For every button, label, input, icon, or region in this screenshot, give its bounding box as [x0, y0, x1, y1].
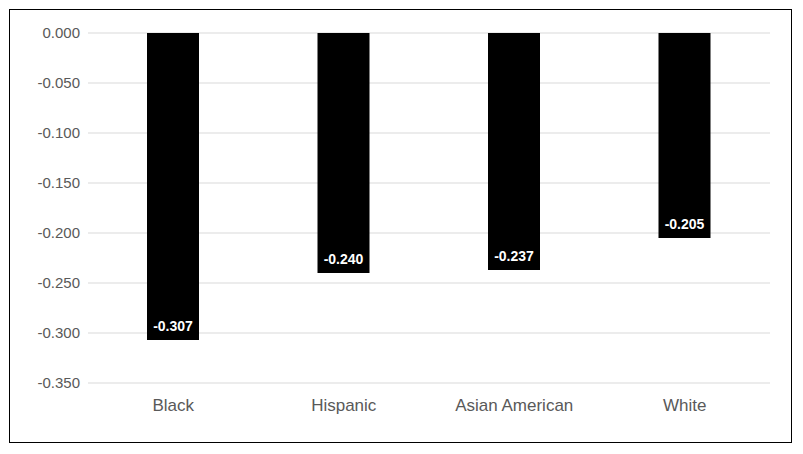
svg-text:Black: Black: [152, 396, 194, 415]
svg-text:-0.250: -0.250: [37, 274, 80, 291]
svg-text:-0.050: -0.050: [37, 74, 80, 91]
svg-text:-0.200: -0.200: [37, 224, 80, 241]
svg-text:-0.205: -0.205: [665, 216, 705, 232]
svg-text:-0.300: -0.300: [37, 324, 80, 341]
svg-text:Asian American: Asian American: [455, 396, 573, 415]
svg-text:White: White: [663, 396, 706, 415]
svg-text:-0.307: -0.307: [153, 318, 193, 334]
svg-text:-0.350: -0.350: [37, 374, 80, 391]
svg-text:-0.237: -0.237: [494, 248, 534, 264]
svg-text:0.000: 0.000: [42, 24, 80, 41]
svg-text:-0.150: -0.150: [37, 174, 80, 191]
svg-text:Hispanic: Hispanic: [311, 396, 377, 415]
svg-text:-0.240: -0.240: [324, 251, 364, 267]
svg-text:-0.100: -0.100: [37, 124, 80, 141]
